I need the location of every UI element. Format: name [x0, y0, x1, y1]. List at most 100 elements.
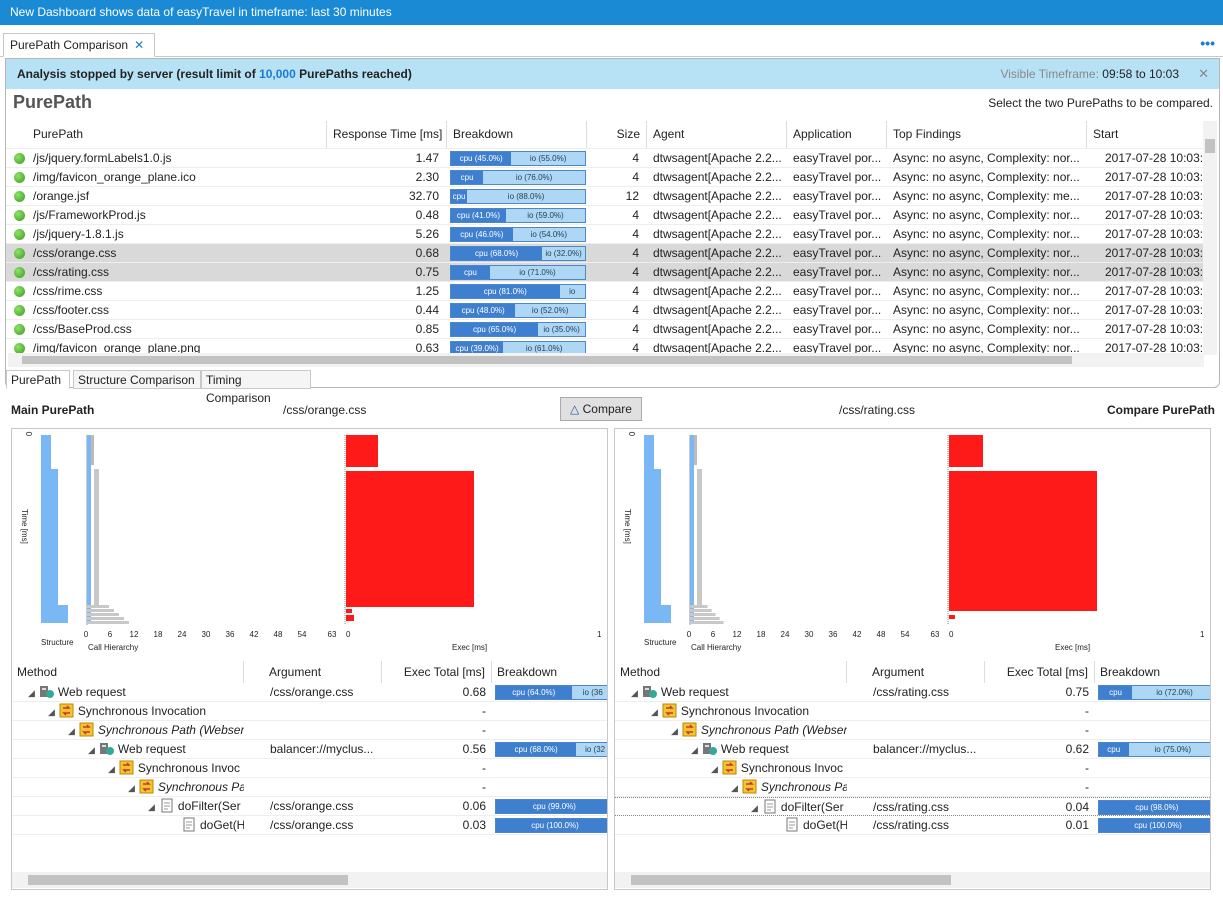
table-row[interactable]: /img/favicon_orange_plane.ico 2.30 4 dtwsag… — [6, 167, 1204, 186]
exec-bar — [346, 471, 474, 607]
horizontal-scrollbar[interactable] — [615, 872, 1210, 888]
horizontal-scrollbar[interactable] — [8, 353, 1204, 367]
tab-purepath-comparison[interactable]: PurePath Comparison ✕ — [3, 33, 156, 57]
expand-arrow-icon[interactable]: ◢ — [88, 745, 95, 755]
expand-arrow-icon[interactable]: ◢ — [751, 803, 758, 813]
scroll-thumb[interactable] — [28, 875, 348, 885]
tree-row[interactable]: ◢ Synchronous Path (Webser - — [12, 721, 607, 740]
exec-bar — [949, 435, 983, 467]
expand-arrow-icon[interactable]: ◢ — [128, 783, 135, 793]
expand-arrow-icon[interactable]: ◢ — [691, 745, 698, 755]
table-row[interactable]: /js/jquery-1.8.1.js 5.26 4 dtwsagent[Apache… — [6, 224, 1204, 243]
banner-limit[interactable]: 10,000 — [259, 67, 296, 81]
cell-findings: Async: no async, Complexity: nor... — [893, 151, 1080, 165]
column-header[interactable]: Top Findings — [887, 121, 1087, 148]
table-row[interactable]: /css/rating.css 0.75 4 dtwsagent[Apache 2.2… — [6, 262, 1204, 281]
column-header[interactable]: Exec Total [ms] — [382, 661, 492, 683]
tree-row[interactable]: ◢ Synchronous Invoc - — [615, 759, 1210, 778]
vertical-scrollbar[interactable] — [1203, 121, 1217, 355]
column-header[interactable]: Method — [12, 661, 244, 683]
io-segment: io (72.0%) — [1132, 686, 1210, 699]
breakdown-bar: cpu io (71.0%) — [450, 265, 586, 280]
method-icon — [784, 817, 799, 832]
tree-row[interactable]: doGet(H/css/rating.css 0.01 cpu (100.0%) — [615, 816, 1210, 835]
column-header[interactable]: Method — [615, 661, 847, 683]
tree-row[interactable]: ◢ Synchronous Invocation - — [615, 702, 1210, 721]
x-tick-label: 6 — [108, 630, 113, 639]
tree-row[interactable]: ◢ Web request balancer://myclus... 0.56 cpu … — [12, 740, 607, 759]
exec-total-cell: - — [482, 723, 486, 737]
column-header[interactable]: Argument — [264, 661, 382, 683]
cpu-segment: cpu (45.0%) — [451, 152, 512, 165]
method-name: doFilter(Ser — [780, 800, 844, 814]
column-header[interactable]: Response Time [ms] — [327, 121, 447, 148]
horizontal-scrollbar[interactable] — [12, 872, 607, 888]
expand-arrow-icon[interactable]: ◢ — [711, 764, 718, 774]
expand-arrow-icon[interactable]: ◢ — [28, 688, 35, 698]
scroll-thumb[interactable] — [22, 356, 1072, 364]
timeframe-value: 09:58 to 10:03 — [1102, 67, 1179, 81]
status-ok-icon — [14, 210, 25, 221]
scroll-thumb[interactable] — [631, 875, 951, 885]
status-ok-icon — [14, 248, 25, 259]
expand-arrow-icon[interactable]: ◢ — [731, 783, 738, 793]
tree-row[interactable]: ◢ Web request balancer://myclus... 0.62 cpu i… — [615, 740, 1210, 759]
tree-row[interactable]: ◢ doFilter(Ser/css/rating.css 0.04 cpu (98.… — [615, 797, 1210, 816]
column-header[interactable]: Breakdown — [492, 661, 607, 683]
tab-timing-comparison[interactable]: Timing Comparison — [201, 370, 311, 405]
column-header[interactable]: Breakdown — [1095, 661, 1210, 683]
table-row[interactable]: /js/FrameworkProd.js 0.48 4 dtwsagent[Apach… — [6, 205, 1204, 224]
column-header[interactable]: Agent — [647, 121, 787, 148]
column-header[interactable]: Argument — [867, 661, 985, 683]
expand-arrow-icon[interactable]: ◢ — [631, 688, 638, 698]
cell-rt: 0.63 — [415, 341, 439, 353]
table-row[interactable]: /css/BaseProd.css 0.85 4 dtwsagent[Apache 2… — [6, 319, 1204, 338]
tree-row[interactable]: ◢ doFilter(Ser/css/orange.css 0.06 cpu (99.… — [12, 797, 607, 816]
more-options-icon[interactable]: ••• — [1200, 35, 1215, 51]
close-banner-icon[interactable]: ✕ — [1198, 66, 1209, 81]
cell-rt: 0.85 — [415, 322, 439, 336]
exec-total-cell: 0.75 — [1065, 685, 1089, 699]
x-tick-label: 18 — [154, 630, 163, 639]
argument-cell: balancer://myclus... — [270, 742, 374, 756]
column-header[interactable]: Breakdown — [447, 121, 587, 148]
table-row[interactable]: /css/orange.css 0.68 4 dtwsagent[Apache 2.2… — [6, 243, 1204, 262]
expand-arrow-icon[interactable]: ◢ — [671, 726, 678, 736]
tab-structure-comparison[interactable]: Structure Comparison — [73, 370, 201, 389]
table-row[interactable]: /img/favicon_orange_plane.png 0.63 4 dtwsag… — [6, 338, 1204, 353]
table-row[interactable]: /orange.jsf 32.70 12 dtwsagent[Apache 2.2..… — [6, 186, 1204, 205]
column-header[interactable]: Application — [787, 121, 887, 148]
table-row[interactable]: /css/footer.css 0.44 4 dtwsagent[Apache 2.2… — [6, 300, 1204, 319]
table-row[interactable]: /css/rime.css 1.25 4 dtwsagent[Apache 2.2..… — [6, 281, 1204, 300]
scroll-thumb[interactable] — [1205, 139, 1215, 153]
tree-row[interactable]: ◢ Web request/css/rating.css 0.75 cpu io (72… — [615, 683, 1210, 702]
compare-button[interactable]: △ Compare — [560, 397, 642, 421]
tree-row[interactable]: doGet(H/css/orange.css 0.03 cpu (100.0%) — [12, 816, 607, 835]
column-header[interactable]: Size — [587, 121, 647, 148]
expand-arrow-icon[interactable]: ◢ — [148, 802, 155, 812]
argument-cell — [270, 702, 382, 721]
x-tick-label: 24 — [781, 630, 790, 639]
expand-arrow-icon[interactable]: ◢ — [108, 764, 115, 774]
cpu-segment: cpu (100.0%) — [496, 819, 607, 832]
tree-row[interactable]: ◢ Synchronous Invocation - — [12, 702, 607, 721]
tree-row[interactable]: ◢ Synchronous Invoc - — [12, 759, 607, 778]
table-row[interactable]: /js/jquery.formLabels1.0.js 1.47 4 dtwsagen… — [6, 148, 1204, 167]
exec-total-cell: - — [482, 780, 486, 794]
breakdown-bar: cpu (46.0%) io (54.0%) — [450, 227, 586, 242]
close-icon[interactable]: ✕ — [134, 38, 145, 52]
tree-row[interactable]: ◢ Web request/css/orange.css 0.68 cpu (64.0… — [12, 683, 607, 702]
tree-row[interactable]: ◢ Synchronous Pa - — [615, 778, 1210, 797]
cell-size: 4 — [632, 303, 639, 317]
column-header[interactable]: Exec Total [ms] — [985, 661, 1095, 683]
expand-arrow-icon[interactable]: ◢ — [48, 707, 55, 717]
expand-arrow-icon[interactable]: ◢ — [68, 726, 75, 736]
column-header[interactable]: PurePath — [27, 121, 327, 148]
x-tick-label: 18 — [757, 630, 766, 639]
io-segment: io (61.0%) — [503, 342, 585, 353]
tab-purepath[interactable]: PurePath — [6, 370, 70, 389]
expand-arrow-icon[interactable]: ◢ — [651, 707, 658, 717]
tree-row[interactable]: ◢ Synchronous Path (Webser - — [615, 721, 1210, 740]
column-header[interactable]: Start — [1087, 121, 1204, 148]
tree-row[interactable]: ◢ Synchronous Pa - — [12, 778, 607, 797]
